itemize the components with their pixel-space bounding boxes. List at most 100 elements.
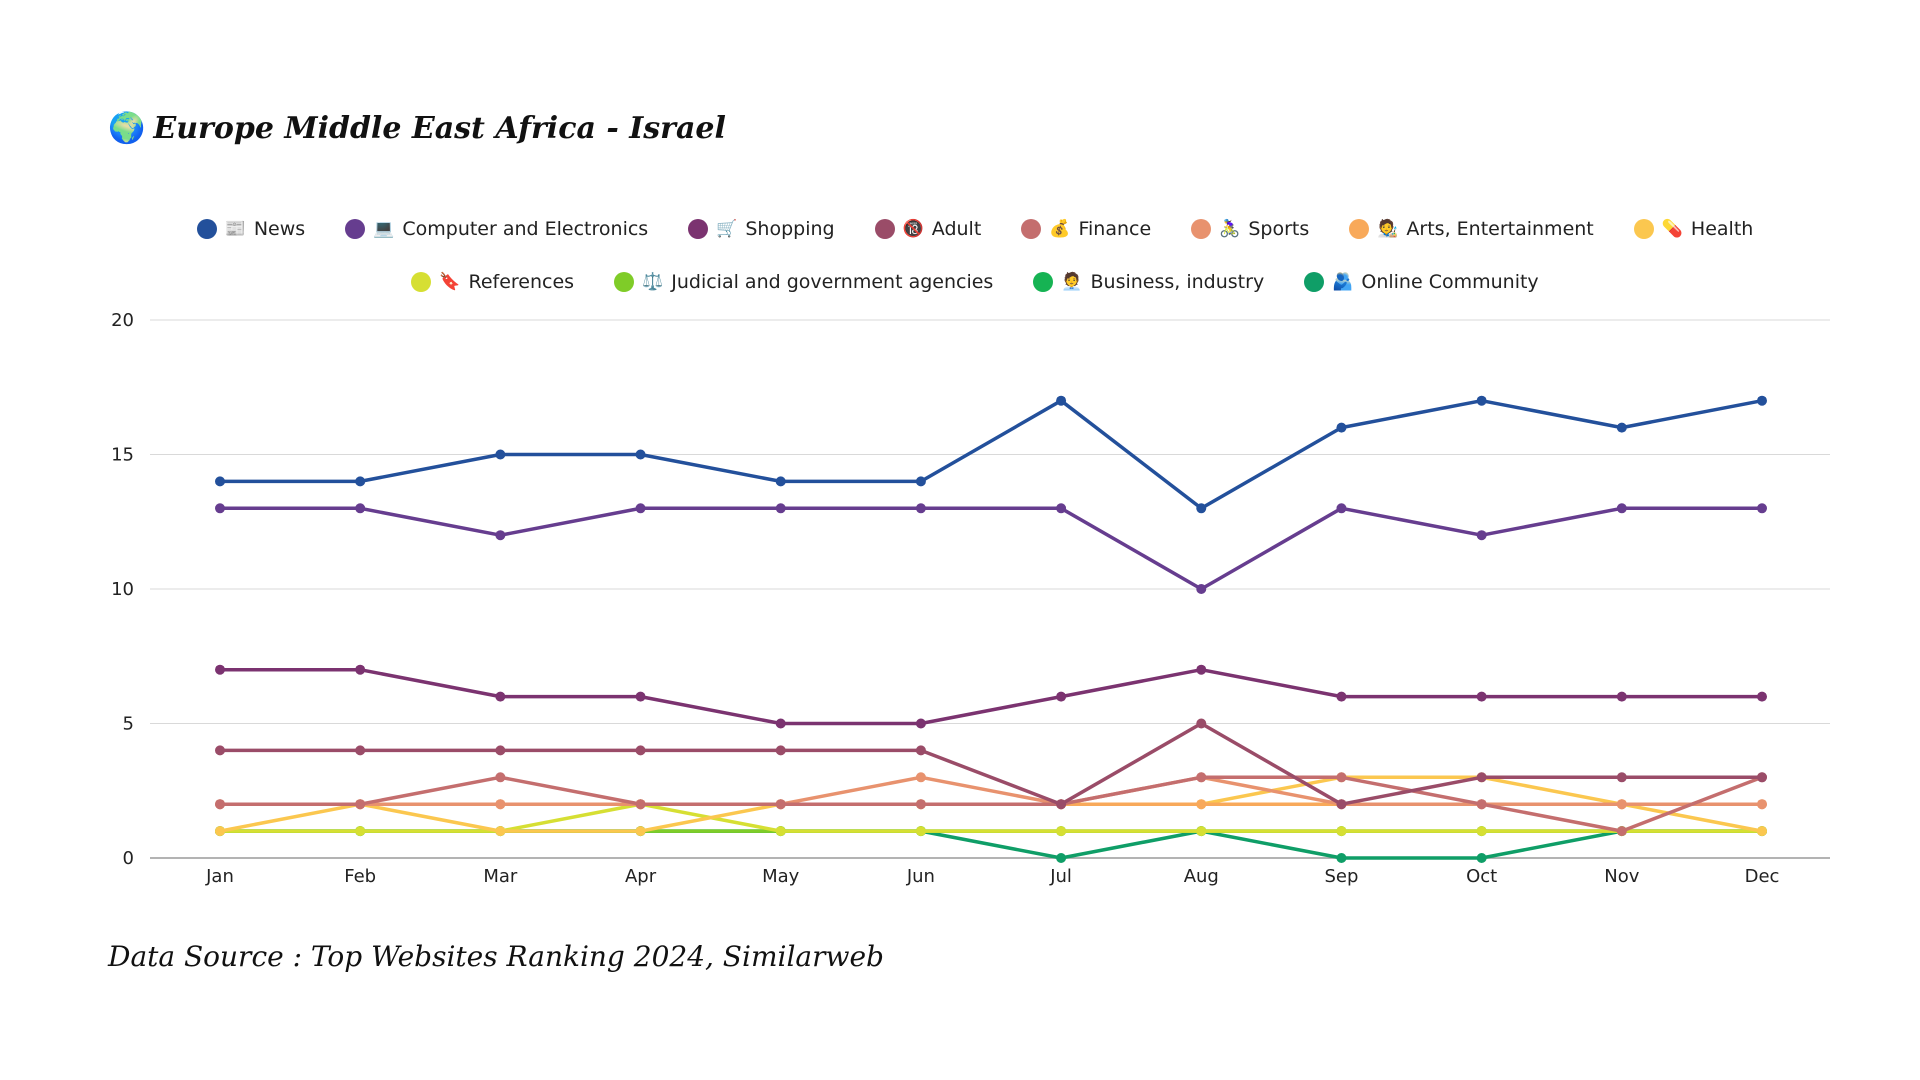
legend-item-sports[interactable]: 🚴‍♀️ Sports	[1191, 214, 1309, 244]
data-point[interactable]	[1056, 395, 1067, 406]
data-point[interactable]	[1757, 772, 1767, 783]
data-point[interactable]	[1336, 691, 1347, 702]
data-point[interactable]	[215, 799, 225, 810]
data-point[interactable]	[1476, 853, 1487, 863]
data-point[interactable]	[635, 503, 646, 514]
data-point[interactable]	[215, 745, 225, 756]
data-point[interactable]	[1056, 853, 1067, 863]
data-point[interactable]	[1196, 664, 1207, 675]
data-point[interactable]	[1476, 772, 1487, 783]
data-point[interactable]	[355, 745, 366, 756]
data-point[interactable]	[1196, 826, 1207, 837]
data-point[interactable]	[355, 664, 366, 675]
data-point[interactable]	[355, 826, 366, 837]
data-point[interactable]	[775, 718, 786, 729]
data-point[interactable]	[495, 691, 506, 702]
data-point[interactable]	[1476, 826, 1487, 837]
data-point[interactable]	[1336, 826, 1347, 837]
legend-item-finance[interactable]: 💰 Finance	[1021, 214, 1151, 244]
legend-swatch	[196, 219, 217, 239]
data-point[interactable]	[775, 503, 786, 514]
data-point[interactable]	[635, 826, 646, 837]
data-point[interactable]	[1196, 772, 1207, 783]
data-point[interactable]	[635, 745, 646, 756]
data-point[interactable]	[1757, 799, 1767, 810]
legend-item-adult[interactable]: 🔞 Adult	[874, 214, 981, 244]
data-point[interactable]	[635, 691, 646, 702]
data-point[interactable]	[1196, 584, 1207, 594]
data-point[interactable]	[635, 799, 646, 810]
data-point[interactable]	[1757, 503, 1767, 514]
data-point[interactable]	[1476, 691, 1487, 702]
data-point[interactable]	[915, 772, 926, 783]
data-point[interactable]	[1056, 799, 1067, 810]
legend-item-computer-and-electronics[interactable]: 💻 Computer and Electronics	[345, 214, 648, 244]
data-point[interactable]	[775, 826, 786, 837]
data-point[interactable]	[1336, 422, 1347, 433]
data-point[interactable]	[495, 449, 506, 460]
data-point[interactable]	[775, 476, 786, 487]
data-point[interactable]	[1616, 503, 1627, 514]
data-point[interactable]	[495, 799, 506, 810]
data-point[interactable]	[1616, 826, 1627, 837]
data-point[interactable]	[915, 799, 926, 810]
data-point[interactable]	[1616, 772, 1627, 783]
legend-item-news[interactable]: 📰 News	[196, 214, 305, 244]
legend-item-online-community[interactable]: 🫂 Online Community	[1304, 267, 1539, 297]
data-point[interactable]	[635, 449, 646, 460]
data-point[interactable]	[1616, 799, 1627, 810]
legend-item-references[interactable]: 🔖 References	[411, 267, 574, 297]
data-point[interactable]	[1616, 422, 1627, 433]
data-point[interactable]	[1056, 826, 1067, 837]
x-tick-label: May	[762, 866, 800, 887]
data-point[interactable]	[915, 476, 926, 487]
data-point[interactable]	[355, 503, 366, 514]
data-point[interactable]	[1336, 503, 1347, 514]
y-tick-label: 0	[123, 848, 134, 869]
data-point[interactable]	[915, 826, 926, 837]
data-point[interactable]	[1476, 799, 1487, 810]
y-tick-label: 20	[111, 310, 134, 331]
legend-item-judicial-and-government-agencies[interactable]: ⚖️ Judicial and government agencies	[614, 267, 993, 297]
legend-item-arts-entertainment[interactable]: 🧑‍🎨 Arts, Entertainment	[1349, 214, 1594, 244]
x-tick-label: Mar	[483, 866, 518, 887]
data-point[interactable]	[1196, 503, 1207, 514]
legend-swatch	[1349, 219, 1370, 239]
data-point[interactable]	[775, 799, 786, 810]
data-point[interactable]	[915, 745, 926, 756]
data-point[interactable]	[915, 718, 926, 729]
data-point[interactable]	[495, 826, 506, 837]
data-point[interactable]	[1616, 691, 1627, 702]
data-point[interactable]	[1757, 691, 1767, 702]
data-point[interactable]	[1056, 691, 1067, 702]
data-point[interactable]	[1336, 772, 1347, 783]
legend-item-shopping[interactable]: 🛒 Shopping	[688, 214, 835, 244]
data-point[interactable]	[1196, 799, 1207, 810]
data-point[interactable]	[355, 799, 366, 810]
data-point[interactable]	[1476, 395, 1487, 406]
data-point[interactable]	[495, 772, 506, 783]
data-point[interactable]	[915, 503, 926, 514]
woman-cycling-icon: 🚴‍♀️	[1219, 219, 1241, 239]
data-point[interactable]	[215, 476, 225, 487]
series-line	[218, 775, 1764, 833]
data-point[interactable]	[215, 826, 225, 837]
data-point[interactable]	[1757, 826, 1767, 837]
data-point[interactable]	[775, 745, 786, 756]
data-point[interactable]	[215, 664, 225, 675]
data-point[interactable]	[1476, 530, 1487, 541]
data-point[interactable]	[1336, 799, 1347, 810]
data-point[interactable]	[1056, 503, 1067, 514]
legend-item-health[interactable]: 💊 Health	[1633, 214, 1753, 244]
data-point[interactable]	[495, 745, 506, 756]
data-point[interactable]	[1336, 853, 1347, 863]
legend-item-business-industry[interactable]: 🧑‍💼 Business, industry	[1033, 267, 1264, 297]
data-point[interactable]	[215, 503, 225, 514]
data-point[interactable]	[1757, 395, 1767, 406]
x-tick-label: Jun	[906, 866, 935, 887]
data-point[interactable]	[1196, 718, 1207, 729]
data-point[interactable]	[355, 476, 366, 487]
series-line	[218, 802, 1764, 833]
data-point[interactable]	[495, 530, 506, 541]
